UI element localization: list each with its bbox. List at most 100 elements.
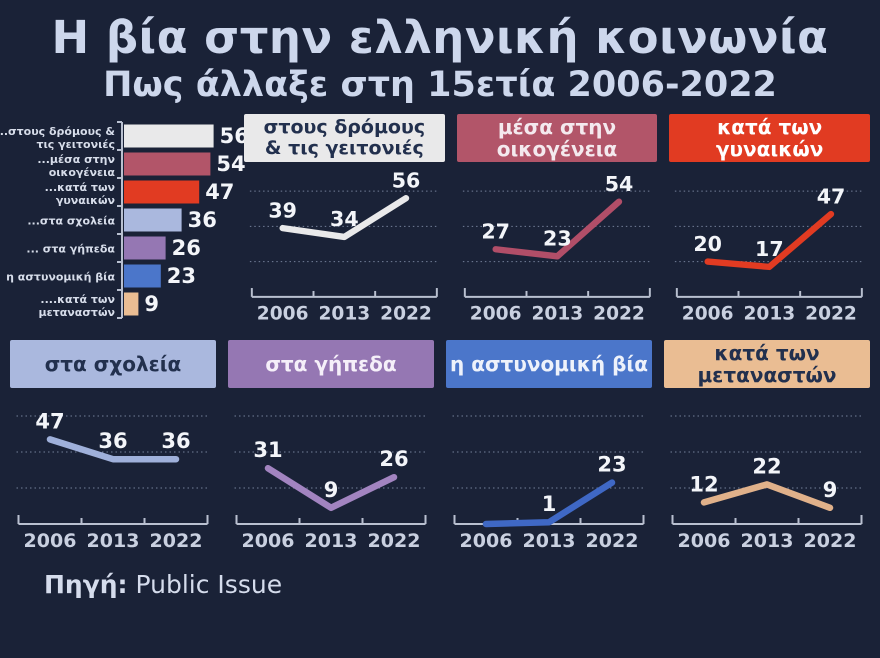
bar-chart-svg: ...στους δρόμους & τις γειτονιές 56 ...μέσα…: [0, 121, 249, 320]
bar-value-label: 9: [144, 292, 159, 316]
data-line-police: [482, 479, 616, 528]
chart-header-streets: στους δρόμους & τις γειτονιές: [244, 114, 445, 163]
point-value-label: 36: [98, 429, 127, 453]
bar-4: [124, 236, 166, 260]
data-line-stadiums: [264, 465, 398, 512]
source-value: Public Issue: [127, 570, 283, 600]
bar-chart-panel: ...στους δρόμους & τις γειτονιές 56 ...μέσα…: [0, 114, 249, 320]
point-value-label: 22: [752, 455, 781, 479]
point-value-label: 26: [379, 447, 408, 471]
top-row: ...στους δρόμους & τις γειτονιές 56 ...μέσα…: [0, 114, 880, 325]
bar-value-label: 26: [172, 236, 201, 260]
source-label: Πηγή:: [44, 570, 128, 600]
line-chart-svg-family: 27 23 54 2006 2013 2022: [462, 172, 652, 325]
line-chart-svg-immigrants: 12 22 9 2006 2013 2022: [670, 415, 864, 552]
year-label: 2013: [87, 530, 140, 552]
point-value-label: 23: [543, 227, 572, 251]
year-label: 2022: [380, 304, 432, 325]
point-value-label: 17: [755, 237, 784, 261]
data-line-immigrants: [700, 481, 834, 512]
bar-value-label: 36: [188, 208, 217, 232]
bar-category-label: ...στα σχολεία: [27, 215, 115, 228]
bar-category-label: ....κατά των μεταναστών: [39, 293, 115, 319]
bar-category-label: η αστυνομική βία: [6, 271, 115, 284]
bar-category-label: ... στα γήπεδα: [26, 243, 115, 256]
line-chart-svg-schools: 47 36 36 2006 2013 2022: [16, 410, 210, 552]
data-line-women: [704, 211, 835, 271]
bottom-row: στα σχολεία 47 36 36 2006 2013 2022 στα γήπεδα 3…: [0, 340, 880, 552]
line-chart-svg-police: 1 23 2006 2013 2022: [452, 415, 646, 552]
chart-header-immigrants: κατά των μεταναστών: [664, 340, 870, 389]
bar-5: [124, 264, 161, 288]
chart-header-police: η αστυνομική βία: [446, 340, 652, 389]
point-value-label: 54: [604, 172, 633, 196]
data-line-schools: [46, 436, 180, 463]
chart-header-stadiums: στα γήπεδα: [228, 340, 434, 389]
point-value-label: 1: [542, 492, 557, 516]
bar-2: [124, 180, 200, 204]
line-chart-panel-family: μέσα στην οικογένεια 27 23 54 2006 2013 2022: [456, 114, 658, 325]
year-label: 2006: [469, 304, 521, 325]
point-value-label: 23: [597, 453, 626, 477]
bar-category-label: ...κατά των γυναικών: [45, 181, 115, 207]
line-chart-panel-schools: στα σχολεία 47 36 36 2006 2013 2022: [10, 340, 216, 552]
line-chart-svg-stadiums: 31 9 26 2006 2013 2022: [234, 415, 428, 552]
year-label: 2013: [523, 530, 576, 552]
year-label: 2006: [257, 304, 309, 325]
chart-header-family: μέσα στην οικογένεια: [456, 114, 658, 163]
bar-value-label: 47: [205, 180, 234, 204]
year-label: 2022: [804, 530, 857, 552]
bar-value-label: 54: [216, 152, 245, 176]
year-label: 2006: [242, 530, 295, 552]
year-label: 2006: [460, 530, 513, 552]
point-value-label: 9: [324, 478, 339, 502]
year-label: 2006: [682, 304, 734, 325]
point-value-label: 56: [392, 169, 421, 193]
year-label: 2013: [305, 530, 358, 552]
point-value-label: 47: [35, 410, 64, 434]
point-value-label: 12: [689, 473, 718, 497]
line-chart-svg-women: 20 17 47 2006 2013 2022: [675, 185, 865, 325]
point-value-label: 39: [268, 199, 297, 223]
year-label: 2022: [593, 304, 645, 325]
year-label: 2022: [805, 304, 857, 325]
bar-category-label: ...στους δρόμους & τις γειτονιές: [0, 125, 115, 151]
bar-1: [124, 152, 211, 176]
page-subtitle: Πως άλλαξε στη 15ετία 2006-2022: [103, 64, 777, 105]
bar-3: [124, 208, 182, 232]
year-label: 2013: [531, 304, 583, 325]
year-label: 2022: [586, 530, 639, 552]
point-value-label: 31: [253, 438, 282, 462]
line-chart-panel-streets: στους δρόμους & τις γειτονιές 39 34 56 2006 2…: [244, 114, 445, 325]
line-chart-panel-stadiums: στα γήπεδα 31 9 26 2006 2013 2022: [228, 340, 434, 552]
point-value-label: 9: [823, 478, 838, 502]
year-label: 2013: [741, 530, 794, 552]
point-value-label: 20: [694, 232, 723, 256]
bar-value-label: 56: [220, 124, 249, 148]
source-note: Πηγή: Public Issue: [44, 570, 880, 599]
line-chart-panel-women: κατά των γυναικών 20 17 47 2006 2013 2022: [669, 114, 871, 325]
data-line-family: [492, 198, 622, 260]
line-chart-panel-immigrants: κατά των μεταναστών 12 22 9 2006 2013 2022: [664, 340, 870, 552]
bar-category-label: ...μέσα στην οικογένεια: [37, 153, 115, 179]
data-line-streets: [279, 195, 410, 241]
year-label: 2022: [368, 530, 421, 552]
bar-6: [124, 292, 139, 316]
bar-0: [124, 124, 214, 148]
line-chart-panel-police: η αστυνομική βία 1 23 2006 2013 2022: [446, 340, 652, 552]
point-value-label: 47: [817, 185, 846, 209]
year-label: 2006: [678, 530, 731, 552]
point-value-label: 34: [330, 207, 359, 231]
year-label: 2022: [150, 530, 203, 552]
point-value-label: 27: [481, 220, 510, 244]
page-title: Η βία στην ελληνική κοινωνία: [51, 11, 829, 64]
chart-header-women: κατά των γυναικών: [669, 114, 871, 163]
year-label: 2013: [744, 304, 796, 325]
year-label: 2006: [24, 530, 77, 552]
year-label: 2013: [318, 304, 370, 325]
point-value-label: 36: [161, 429, 190, 453]
line-chart-svg-streets: 39 34 56 2006 2013 2022: [249, 169, 439, 325]
chart-header-schools: στα σχολεία: [10, 340, 216, 389]
bar-value-label: 23: [167, 264, 196, 288]
